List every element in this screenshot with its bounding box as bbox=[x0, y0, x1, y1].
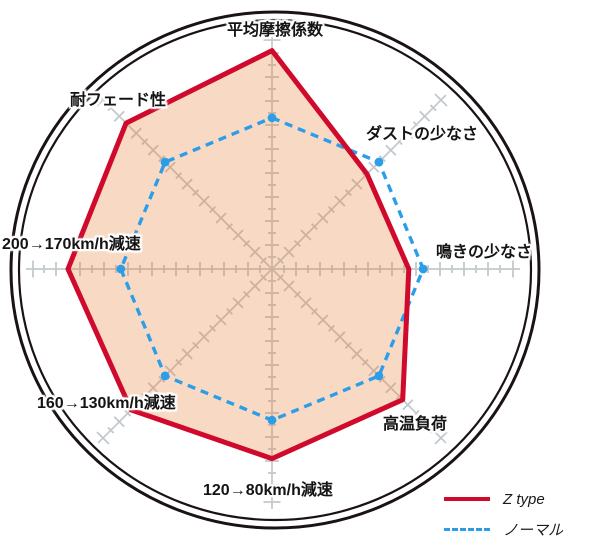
axis-label-fade: 耐フェード性 bbox=[70, 92, 167, 109]
axis-label-noise: 鳴きの少なさ bbox=[436, 244, 533, 261]
legend-item-normal: ノーマル bbox=[444, 519, 563, 539]
axis-label-decel-120-80: 120→80km/h減速 bbox=[203, 482, 333, 499]
legend-label-normal: ノーマル bbox=[503, 521, 564, 539]
axis-label-decel-160-130: 160→130km/h減速 bbox=[37, 395, 176, 412]
axis-label-heat-load: 高温負荷 bbox=[383, 416, 448, 433]
normal-line-swatch bbox=[444, 527, 490, 531]
legend: Z type ノーマル bbox=[444, 489, 563, 543]
legend-label-ztype: Z type bbox=[503, 490, 545, 508]
ztype-line-swatch bbox=[444, 497, 490, 501]
axis-label-friction: 平均摩擦係数 bbox=[227, 22, 324, 39]
axis-label-decel-200-170: 200→170km/h減速 bbox=[2, 236, 141, 253]
axis-label-dust: ダストの少なさ bbox=[366, 126, 479, 143]
legend-item-ztype: Z type bbox=[444, 489, 563, 509]
